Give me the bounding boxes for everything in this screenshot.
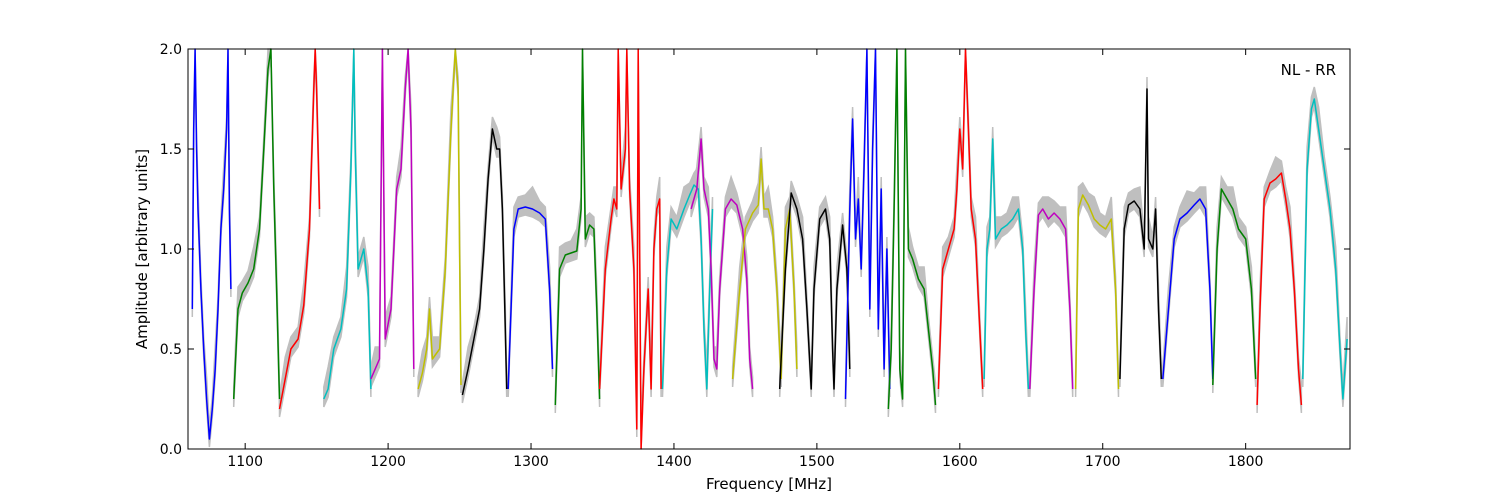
series-line-11 xyxy=(661,184,714,390)
series-line-13 xyxy=(731,158,782,380)
series-line-2 xyxy=(232,48,281,400)
series-line-12 xyxy=(690,138,754,390)
x-axis-label: Frequency [MHz] xyxy=(706,475,832,493)
series-line-17 xyxy=(887,48,937,410)
envelope-band-8 xyxy=(507,185,554,398)
series-line-9 xyxy=(554,48,601,406)
series-line-6 xyxy=(417,48,462,390)
series-line-20 xyxy=(1029,208,1074,390)
envelope-band-21 xyxy=(1074,181,1120,398)
series-line-8 xyxy=(507,206,554,390)
y-tick-label: 0.5 xyxy=(160,342,182,358)
series-line-1 xyxy=(191,48,232,440)
series-line-21 xyxy=(1074,194,1120,390)
series-line-25 xyxy=(1256,172,1303,406)
series-line-5 xyxy=(370,48,415,380)
y-tick-label: 0.0 xyxy=(160,442,182,458)
envelope-band-20 xyxy=(1029,196,1074,398)
series-line-23 xyxy=(1162,198,1214,380)
envelope-band-13 xyxy=(731,146,782,388)
envelope-band-3 xyxy=(278,48,321,418)
series-line-15 xyxy=(778,192,851,390)
series-line-7 xyxy=(461,128,508,396)
envelope-band-25 xyxy=(1256,155,1303,414)
series-line-18 xyxy=(937,48,984,390)
x-tick-label: 1800 xyxy=(1228,454,1264,470)
envelope-band-5 xyxy=(370,48,415,388)
series-layer xyxy=(191,48,1348,450)
x-tick-label: 1700 xyxy=(1085,454,1121,470)
series-line-4 xyxy=(323,48,372,400)
x-tick-label: 1200 xyxy=(370,454,406,470)
envelope-band-18 xyxy=(937,48,984,398)
plot-annotation: NL - RR xyxy=(1281,61,1336,79)
x-tick-label: 1100 xyxy=(227,454,263,470)
envelope-band-22 xyxy=(1119,76,1163,388)
x-tick-label: 1500 xyxy=(799,454,835,470)
series-line-3 xyxy=(278,48,321,410)
x-tick-label: 1400 xyxy=(656,454,692,470)
series-line-24 xyxy=(1212,188,1257,386)
series-line-19 xyxy=(983,138,1030,390)
x-tick-label: 1600 xyxy=(942,454,978,470)
y-tick-label: 1.0 xyxy=(160,242,182,258)
x-tick-label: 1300 xyxy=(513,454,549,470)
envelope-band-1 xyxy=(191,48,232,448)
y-tick-label: 1.5 xyxy=(160,142,182,158)
envelope-band-4 xyxy=(323,48,372,408)
y-axis-label: Amplitude [arbitrary units] xyxy=(133,149,151,349)
envelope-band-19 xyxy=(983,126,1030,398)
axis-ticks: 1100 1200 1300 1400 1500 1600 1700 1800 0.0 0.5 1.… xyxy=(160,42,1350,470)
envelope-band-9 xyxy=(554,48,601,414)
y-tick-label: 2.0 xyxy=(160,42,182,58)
envelope-band-7 xyxy=(461,116,508,404)
series-line-10 xyxy=(598,48,662,450)
series-line-26 xyxy=(1302,98,1348,400)
envelope-band-10 xyxy=(598,48,662,450)
series-line-22 xyxy=(1119,88,1163,380)
series-line-16 xyxy=(844,48,891,400)
